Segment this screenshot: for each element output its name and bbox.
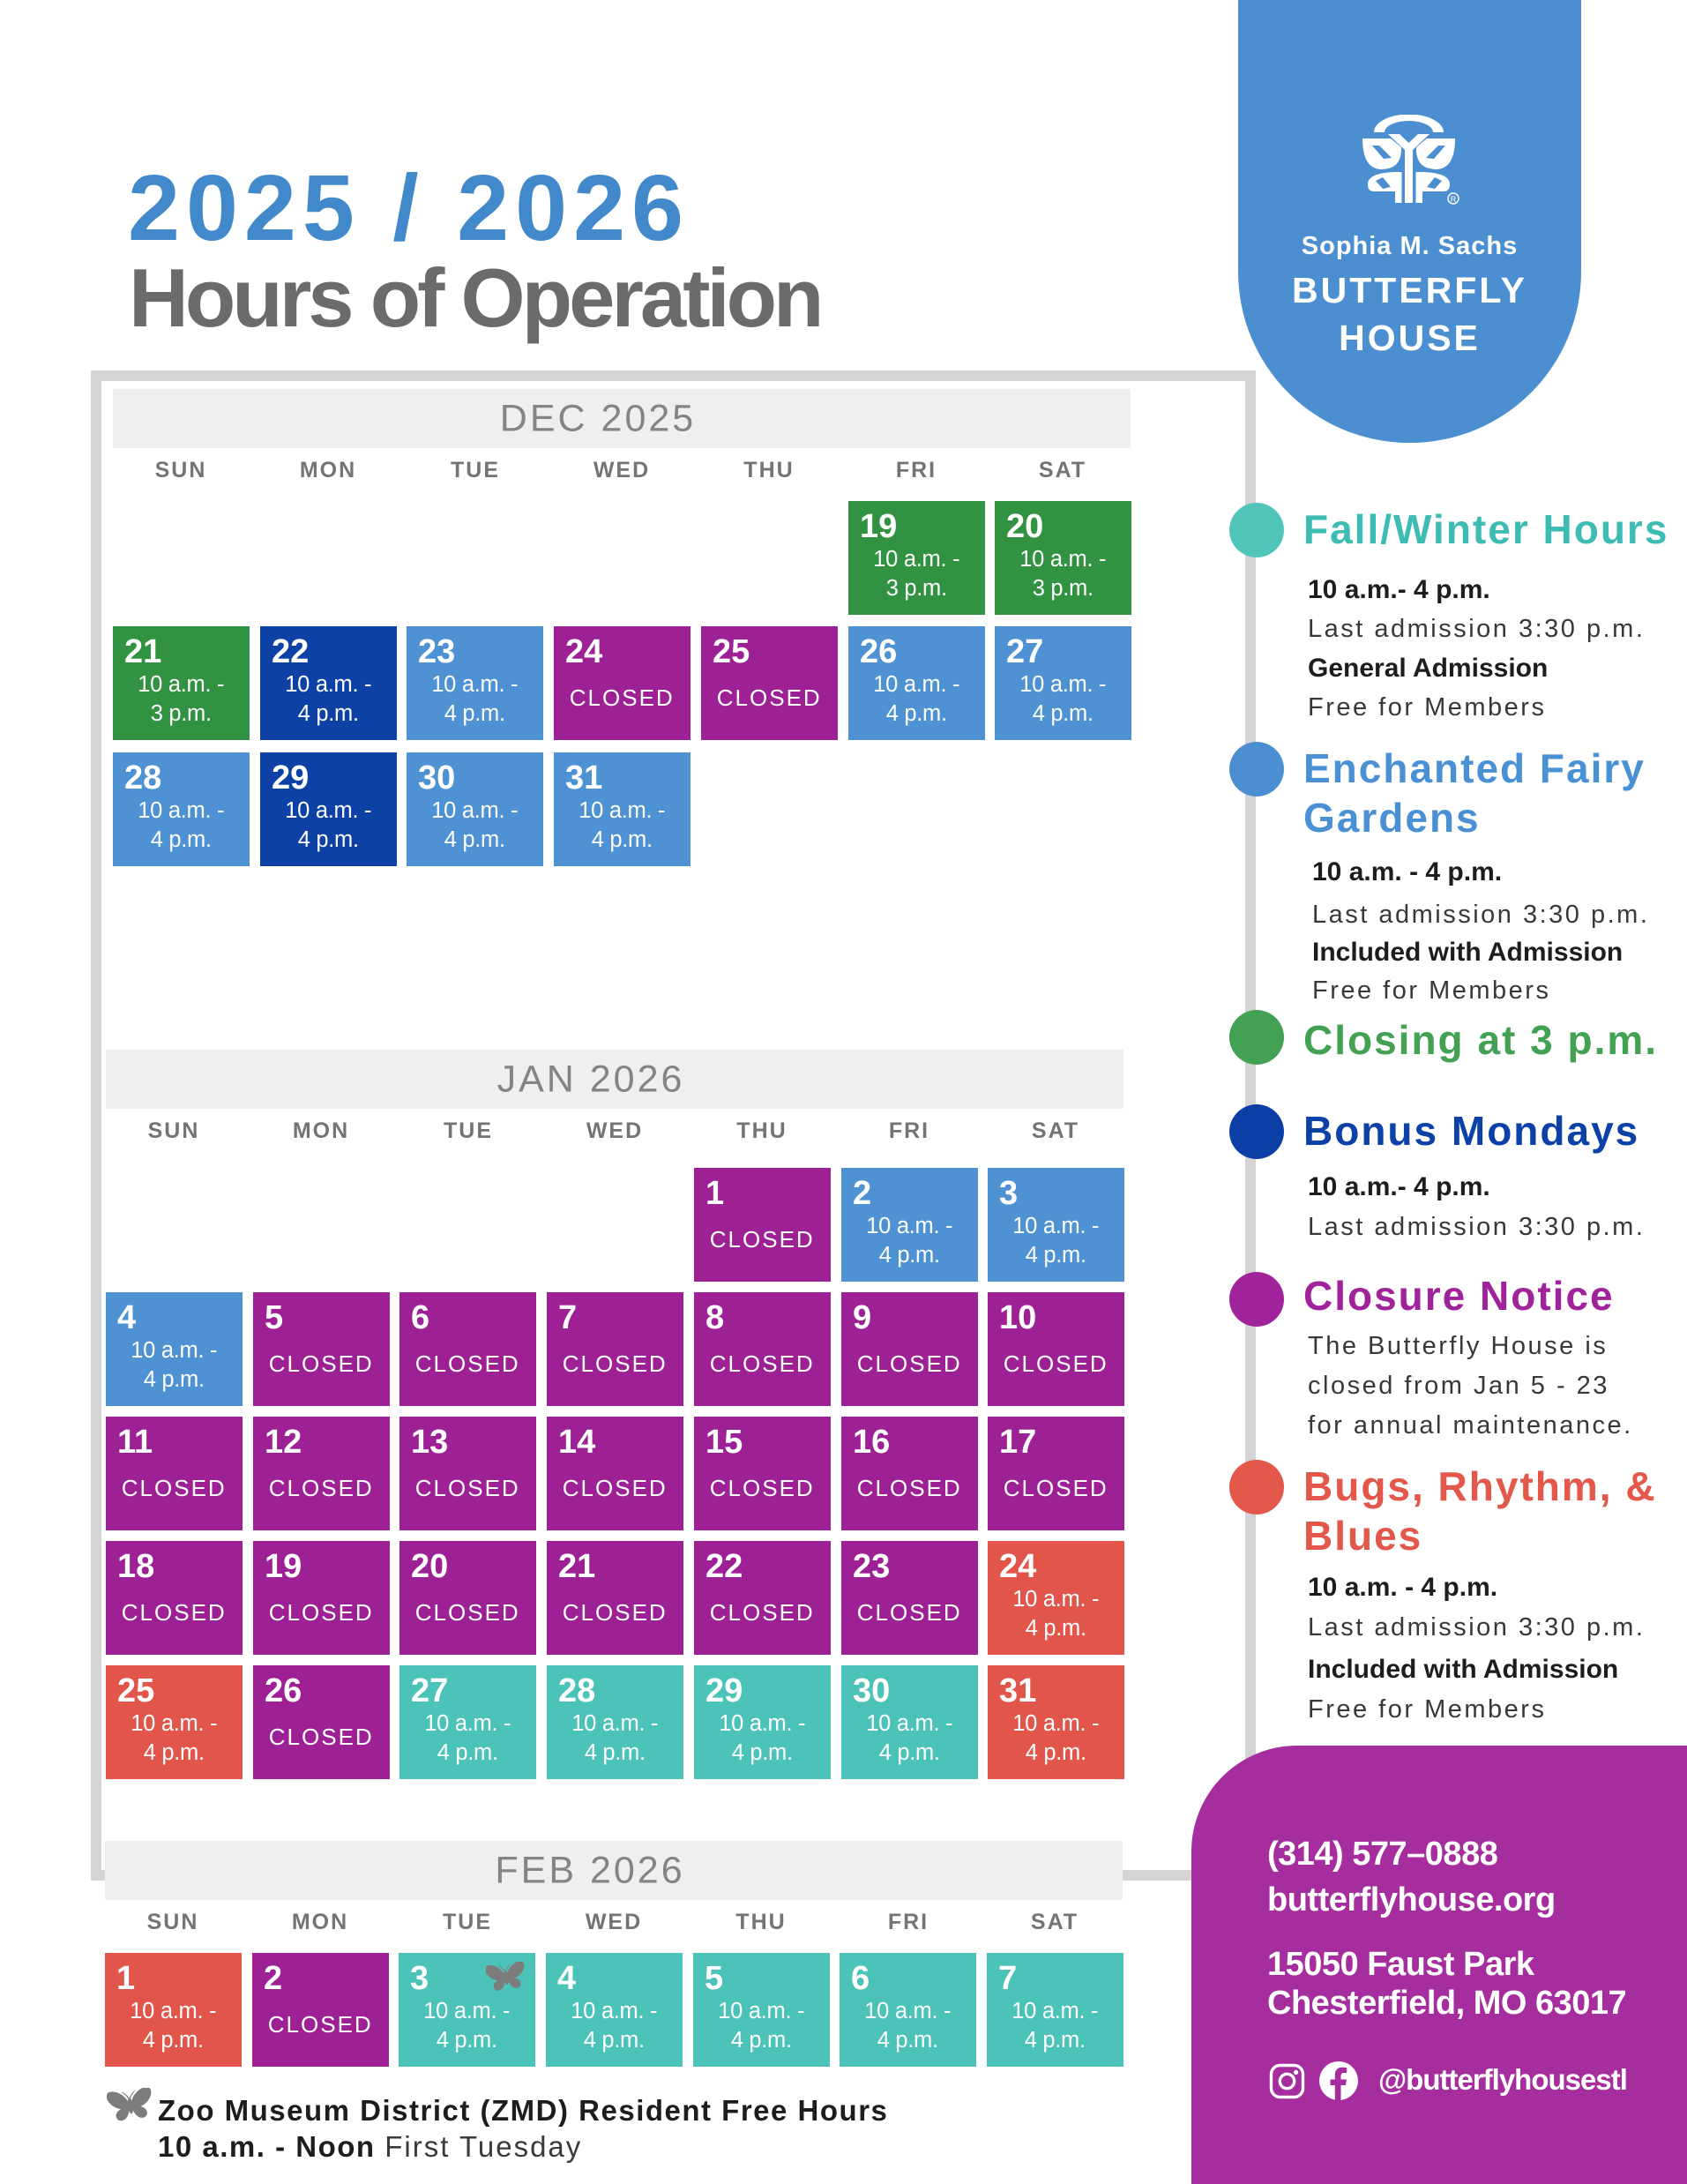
svg-text:R: R: [1451, 195, 1457, 204]
